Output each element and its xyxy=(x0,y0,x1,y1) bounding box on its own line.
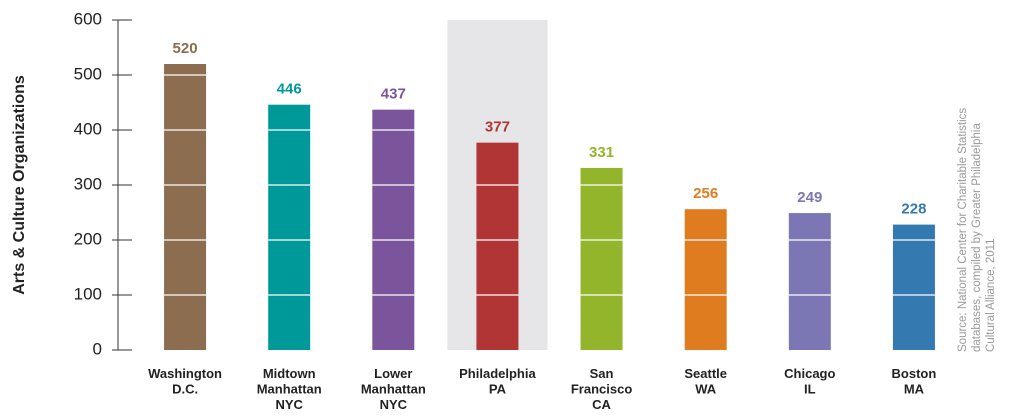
value-label: 377 xyxy=(485,119,510,136)
bar xyxy=(476,142,519,350)
x-tick-label-line: San xyxy=(590,366,614,381)
y-tick-label: 0 xyxy=(93,339,102,358)
x-tick-label-line: Manhattan xyxy=(361,382,426,397)
x-tick-label: Chicago IL xyxy=(784,366,835,397)
x-tick-label-line: NYC xyxy=(275,397,303,412)
x-tick-label-line: Philadelphia xyxy=(459,366,536,381)
bar xyxy=(372,109,415,351)
x-tick-label: Boston MA xyxy=(892,366,937,397)
x-tick-label-line: D.C. xyxy=(172,382,198,397)
x-tick-label-line: WA xyxy=(695,382,717,397)
y-tick-label: 600 xyxy=(74,9,102,28)
source-note: Source: National Center for Charitable S… xyxy=(957,108,969,352)
x-tick-label-line: Manhattan xyxy=(257,382,322,397)
x-tick-label-line: PA xyxy=(489,382,507,397)
bar xyxy=(580,167,623,350)
x-tick-label-line: NYC xyxy=(380,397,408,412)
x-tick-label-line: Chicago xyxy=(784,366,835,381)
x-tick-label-line: MA xyxy=(904,382,925,397)
x-tick-label: Philadelphia PA xyxy=(459,366,536,397)
x-tick-label: San Francisco CA xyxy=(571,366,632,412)
x-tick-label: Lower Manhattan NYC xyxy=(361,366,426,412)
x-tick-label-line: Washington xyxy=(148,366,222,381)
bar xyxy=(684,209,727,350)
value-label: 256 xyxy=(693,185,718,202)
bar xyxy=(268,104,311,350)
source-note: Cultural Alliance, 2011 xyxy=(985,238,997,352)
source-note: databases, compiled by Greater Philadelp… xyxy=(971,123,983,352)
x-tick-label: Seattle WA xyxy=(684,366,727,397)
x-tick-label-line: Midtown xyxy=(263,366,316,381)
x-tick-label: Washington D.C. xyxy=(148,366,222,397)
value-label: 446 xyxy=(277,81,302,98)
y-tick-label: 400 xyxy=(74,119,102,138)
y-tick-label: 200 xyxy=(74,229,102,248)
value-label: 437 xyxy=(381,86,406,103)
bar xyxy=(892,224,935,350)
x-tick-label-line: CA xyxy=(592,397,611,412)
x-tick-label-line: Seattle xyxy=(684,366,727,381)
value-label: 520 xyxy=(173,40,198,57)
x-tick-label: Midtown Manhattan NYC xyxy=(257,366,322,412)
bar xyxy=(164,64,207,350)
y-axis-label: Arts & Culture Organizations xyxy=(11,75,28,295)
value-label: 249 xyxy=(797,189,822,206)
y-tick-label: 300 xyxy=(74,174,102,193)
y-tick-label: 100 xyxy=(74,284,102,303)
x-tick-label-line: IL xyxy=(804,382,816,397)
y-tick-label: 500 xyxy=(74,64,102,83)
x-tick-label-line: Boston xyxy=(892,366,937,381)
value-label: 228 xyxy=(901,201,926,218)
value-label: 331 xyxy=(589,144,614,161)
x-tick-label-line: Lower xyxy=(374,366,412,381)
x-tick-label-line: Francisco xyxy=(571,382,632,397)
bar xyxy=(788,213,831,350)
